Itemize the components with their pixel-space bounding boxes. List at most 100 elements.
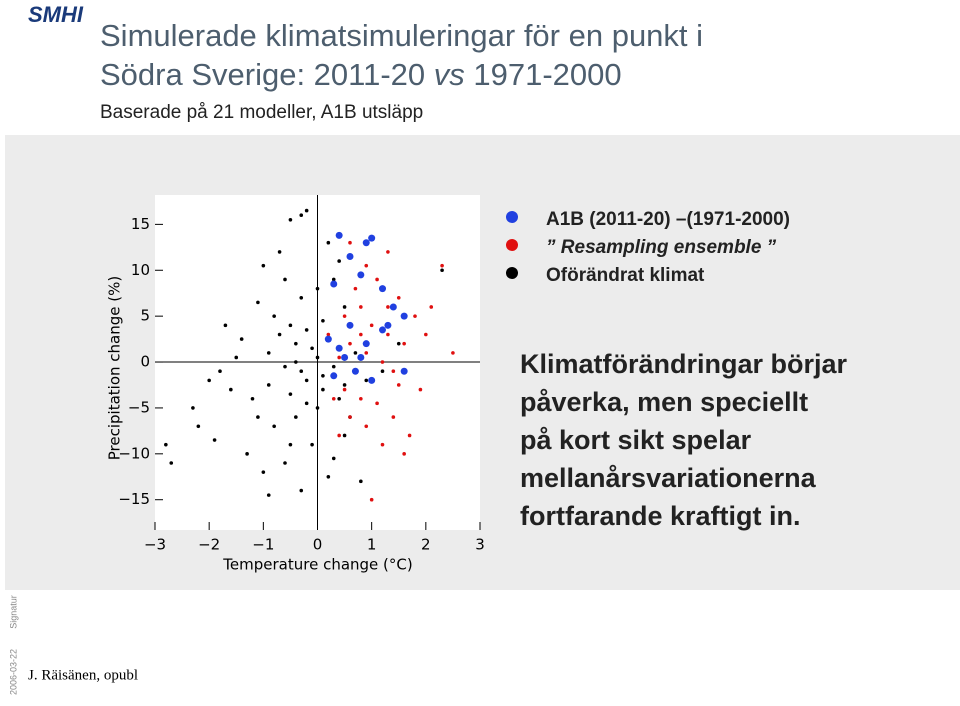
point bbox=[380, 360, 385, 364]
point bbox=[357, 271, 365, 279]
point bbox=[315, 355, 320, 360]
y-tick-label: 10 bbox=[131, 261, 150, 279]
point bbox=[245, 452, 249, 456]
point bbox=[418, 387, 423, 392]
point bbox=[191, 406, 195, 410]
point bbox=[326, 332, 331, 337]
point bbox=[396, 341, 401, 346]
point bbox=[341, 353, 349, 361]
y-tick-label: −10 bbox=[118, 444, 150, 462]
point bbox=[326, 474, 331, 479]
point bbox=[321, 387, 325, 392]
x-tick-label: −1 bbox=[252, 536, 274, 554]
x-tick-label: 1 bbox=[367, 536, 377, 554]
x-tick-label: 2 bbox=[421, 536, 431, 554]
point bbox=[223, 323, 228, 328]
point bbox=[304, 328, 309, 332]
point bbox=[256, 300, 260, 305]
point bbox=[250, 396, 255, 401]
point bbox=[379, 285, 386, 293]
point bbox=[261, 263, 266, 268]
point bbox=[424, 332, 428, 337]
point bbox=[342, 314, 347, 318]
point bbox=[330, 372, 338, 380]
point bbox=[353, 351, 358, 355]
legend-label: Oförändrat klimat bbox=[546, 265, 705, 286]
point bbox=[375, 277, 379, 282]
point bbox=[266, 493, 271, 497]
date: 2006-03-22 bbox=[8, 649, 18, 695]
point bbox=[164, 442, 168, 447]
point bbox=[384, 321, 392, 329]
point bbox=[386, 305, 390, 309]
legend-label: A1B (2011-20) –(1971-2000) bbox=[546, 209, 790, 230]
point bbox=[429, 305, 434, 309]
annotation: Klimatförändringar börjar påverka, men sp… bbox=[520, 349, 848, 531]
title: Södra Sverige: 2011-20 vs 1971-2000 bbox=[100, 57, 622, 92]
point bbox=[310, 346, 314, 351]
point bbox=[218, 369, 222, 374]
point bbox=[348, 240, 352, 245]
subtitle: Baserade på 21 modeller, A1B utsläpp bbox=[100, 102, 423, 123]
point bbox=[369, 323, 374, 328]
point bbox=[315, 286, 320, 291]
point bbox=[331, 277, 336, 282]
annotation-line: påverka, men speciellt bbox=[520, 387, 808, 417]
annotation-line: Klimatförändringar börjar bbox=[520, 349, 848, 379]
point bbox=[337, 259, 341, 263]
x-axis-label: Temperature change (°C) bbox=[222, 556, 412, 574]
legend: A1B (2011-20) –(1971-2000) ” Resampling e… bbox=[506, 209, 790, 286]
point bbox=[369, 497, 374, 502]
point bbox=[359, 479, 363, 484]
x-tick-label: −3 bbox=[144, 536, 166, 554]
point bbox=[380, 442, 385, 447]
point bbox=[391, 415, 396, 419]
x-tick-label: 0 bbox=[313, 536, 323, 554]
y-tick-label: 15 bbox=[131, 215, 150, 233]
point bbox=[407, 433, 412, 438]
point bbox=[283, 364, 287, 369]
point bbox=[299, 295, 304, 300]
point bbox=[326, 240, 331, 245]
point bbox=[440, 263, 444, 268]
point bbox=[169, 461, 174, 465]
annotation-line: fortfarande kraftigt in. bbox=[520, 501, 801, 531]
title-part: Södra Sverige: 2011-20 bbox=[100, 57, 434, 92]
point bbox=[239, 337, 244, 341]
point bbox=[413, 314, 417, 318]
x-tick-label: −2 bbox=[198, 536, 220, 554]
point bbox=[304, 401, 309, 406]
point bbox=[324, 335, 332, 343]
point bbox=[299, 213, 304, 217]
point bbox=[451, 351, 455, 355]
point bbox=[380, 369, 385, 374]
point bbox=[342, 383, 347, 387]
point bbox=[357, 353, 365, 361]
point bbox=[330, 280, 338, 288]
point bbox=[310, 442, 314, 447]
point bbox=[348, 415, 352, 419]
point bbox=[283, 461, 287, 465]
legend-marker bbox=[506, 239, 518, 251]
point bbox=[353, 286, 358, 291]
point bbox=[207, 378, 211, 383]
point bbox=[402, 341, 406, 346]
point bbox=[364, 263, 369, 268]
point bbox=[272, 314, 276, 318]
point bbox=[196, 424, 201, 429]
point bbox=[256, 415, 260, 419]
point bbox=[288, 323, 293, 328]
legend-marker bbox=[506, 267, 518, 279]
point bbox=[266, 351, 271, 355]
point bbox=[299, 488, 304, 493]
point bbox=[402, 452, 406, 456]
point bbox=[346, 321, 354, 329]
point bbox=[315, 406, 320, 410]
point bbox=[386, 332, 390, 337]
annotation-line: på kort sikt spelar bbox=[520, 425, 752, 455]
point bbox=[440, 268, 444, 273]
point bbox=[337, 396, 341, 401]
point bbox=[304, 378, 309, 383]
point bbox=[359, 396, 363, 401]
point bbox=[321, 374, 325, 378]
